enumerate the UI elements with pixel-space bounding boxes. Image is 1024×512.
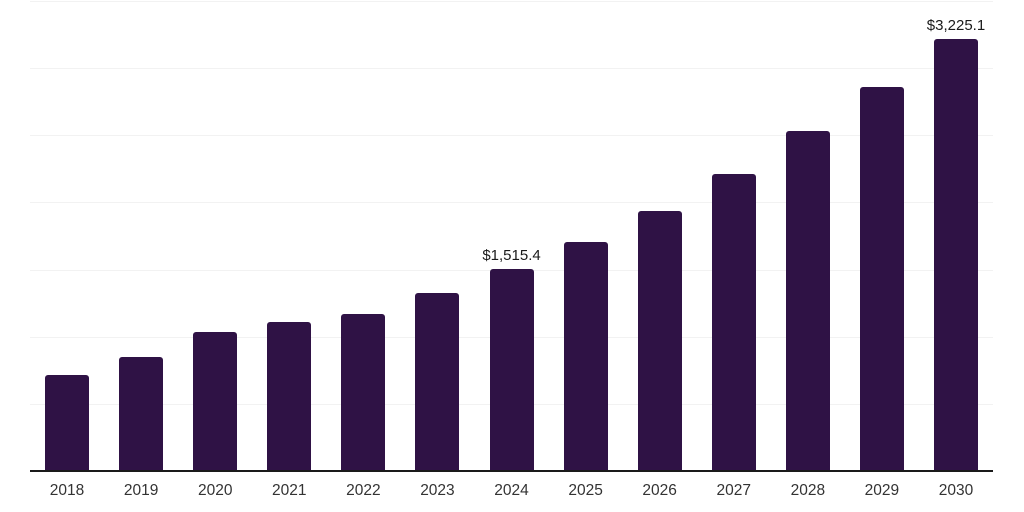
x-tick-label-2022: 2022 [346, 482, 381, 499]
bar-2018[interactable] [45, 374, 90, 472]
x-tick-label-2019: 2019 [123, 482, 159, 499]
x-axis-tick-labels: 2018 2019 2020 2021 2022 2023 2024 2025 2026 2027… [30, 481, 993, 501]
x-tick-label-2025: 2025 [568, 482, 603, 499]
gridline-3500 [30, 1, 993, 2]
x-tick-label-2020: 2020 [197, 482, 233, 499]
bar-2024[interactable] [489, 268, 534, 472]
bar-slot-2029 [845, 2, 919, 472]
bar-slot-2026 [623, 2, 697, 472]
bar-2022[interactable] [341, 313, 386, 472]
bar-2028[interactable] [785, 130, 830, 472]
bar-2019[interactable] [119, 357, 164, 472]
x-tick-label-2021: 2021 [272, 482, 307, 499]
bar-slot-2020 [178, 2, 252, 472]
bar-2029[interactable] [859, 87, 904, 472]
bar-slot-2030: $3,225.1 [919, 2, 993, 472]
bar-slot-2018 [30, 2, 104, 472]
bar-slot-2027 [697, 2, 771, 472]
bar-2023[interactable] [415, 292, 460, 472]
x-axis-line [30, 470, 993, 472]
x-tick-label-2028: 2028 [790, 482, 826, 499]
x-tick-label-2024: 2024 [494, 482, 529, 499]
bar-series: $1,515.4 $3,225.1 [30, 2, 993, 472]
gridline-2000 [30, 202, 993, 204]
bar-slot-2025 [549, 2, 623, 472]
bar-2020[interactable] [193, 332, 238, 472]
bar-slot-2028 [771, 2, 845, 472]
x-tick-label-2018: 2018 [49, 482, 85, 499]
bar-2025[interactable] [563, 241, 608, 472]
gridline-3000 [30, 68, 993, 70]
x-tick-label-2029: 2029 [864, 482, 900, 499]
gridline-2500 [30, 135, 993, 137]
x-tick-label-2023: 2023 [420, 482, 455, 499]
bar-slot-2022 [326, 2, 400, 472]
bar-2026[interactable] [637, 210, 682, 472]
x-tick-label-2026: 2026 [642, 482, 677, 499]
bar-slot-2019 [104, 2, 178, 472]
bar-2030[interactable] [933, 38, 978, 472]
data-label-2024: $1,515.4 [482, 246, 541, 264]
bar-2021[interactable] [267, 321, 312, 472]
data-label-2030: $3,225.1 [926, 16, 986, 34]
bar-slot-2021 [252, 2, 326, 472]
bar-2027[interactable] [711, 173, 756, 472]
plot-area: $1,515.4 $3,225.1 [30, 1, 993, 472]
bar-slot-2024: $1,515.4 [474, 2, 548, 472]
x-tick-label-2027: 2027 [716, 482, 751, 499]
bar-slot-2023 [400, 2, 474, 472]
x-tick-label-2030: 2030 [938, 482, 974, 499]
